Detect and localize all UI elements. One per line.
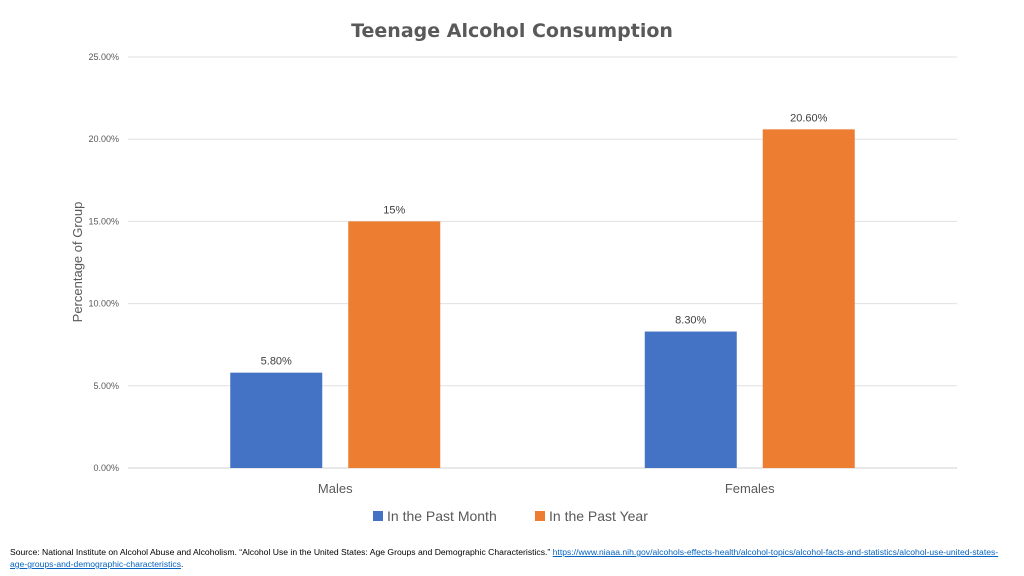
data-label: 5.80% <box>261 356 292 368</box>
x-category-label: Males <box>318 481 353 496</box>
source-citation: Source: National Institute on Alcohol Ab… <box>10 546 1010 570</box>
bar <box>348 221 441 468</box>
legend-swatch <box>535 511 545 521</box>
bars <box>230 129 855 468</box>
y-tick-label: 0.00% <box>93 463 119 473</box>
x-category-label: Females <box>725 481 775 496</box>
bar <box>644 331 737 468</box>
y-axis-ticks: 0.00% 5.00% 10.00% 15.00% 20.00% 25.00% <box>88 52 119 473</box>
bar <box>230 372 323 468</box>
data-label: 8.30% <box>675 315 706 327</box>
y-axis-label: Percentage of Group <box>70 202 85 323</box>
chart-title: Teenage Alcohol Consumption <box>351 20 673 42</box>
bar-chart: Teenage Alcohol Consumption 0.00% 5.00% 10… <box>70 20 957 524</box>
source-text: Source: National Institute on Alcohol Ab… <box>10 547 553 557</box>
source-link[interactable]: https://www.niaaa.nih.gov/alcohols-effec… <box>10 547 999 569</box>
legend-swatch <box>373 511 383 521</box>
data-label: 20.60% <box>790 112 828 124</box>
data-label: 15% <box>383 204 405 216</box>
x-axis-categories: Males Females <box>318 481 775 496</box>
y-tick-label: 10.00% <box>88 299 119 309</box>
bar <box>762 129 855 468</box>
legend-label: In the Past Year <box>549 508 648 524</box>
y-tick-label: 20.00% <box>88 134 119 144</box>
y-tick-label: 5.00% <box>93 381 119 391</box>
y-tick-label: 15.00% <box>88 216 119 226</box>
y-tick-label: 25.00% <box>88 52 119 62</box>
data-labels: 5.80% 15% 8.30% 20.60% <box>261 112 828 367</box>
legend: In the Past Month In the Past Year <box>373 508 648 524</box>
source-trailing: . <box>181 559 184 569</box>
legend-label: In the Past Month <box>387 508 497 524</box>
